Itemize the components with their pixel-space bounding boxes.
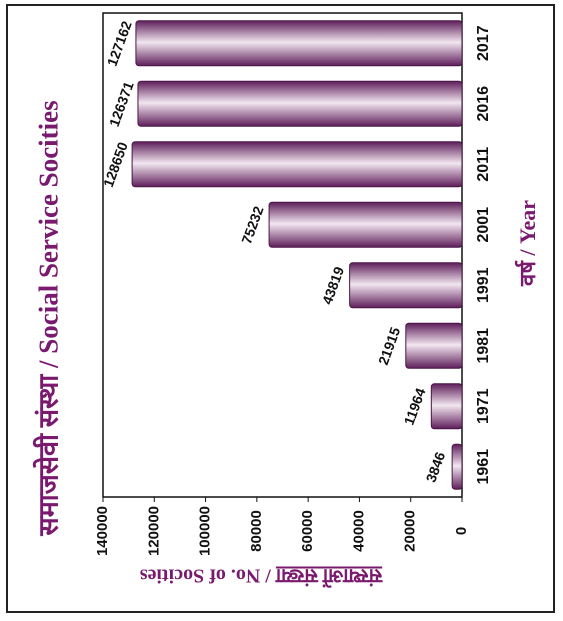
bar-2001 bbox=[268, 201, 463, 248]
category-label-1981: 1981 bbox=[475, 328, 492, 364]
tick-label-120000: 120000 bbox=[145, 506, 162, 556]
tick-label-40000: 40000 bbox=[350, 510, 367, 552]
tick-label-140000: 140000 bbox=[94, 506, 111, 556]
category-label-2001: 2001 bbox=[475, 207, 492, 243]
bar-2011 bbox=[131, 141, 463, 188]
bar-1971 bbox=[430, 383, 463, 430]
bar-2016 bbox=[137, 80, 463, 127]
category-label-1971: 1971 bbox=[475, 388, 492, 424]
tick-label-60000: 60000 bbox=[299, 510, 316, 552]
tick-label-0: 0 bbox=[453, 527, 470, 535]
bar-2017 bbox=[135, 20, 463, 67]
tick-label-80000: 80000 bbox=[248, 510, 265, 552]
category-label-1991: 1991 bbox=[475, 267, 492, 303]
category-label-2017: 2017 bbox=[475, 25, 492, 61]
tick-label-20000: 20000 bbox=[402, 510, 419, 552]
chart-frame bbox=[6, 4, 555, 613]
bar-1991 bbox=[349, 262, 463, 309]
category-label-2016: 2016 bbox=[475, 86, 492, 122]
value-axis-ticks: 0 20000 40000 60000 80000 100000 120000 140000 bbox=[94, 497, 470, 556]
tick-label-100000: 100000 bbox=[197, 506, 214, 556]
bar-1961 bbox=[451, 443, 463, 490]
category-labels: 1961 1971 1981 1991 2001 2011 2016 2017 bbox=[475, 25, 492, 484]
category-label-2011: 2011 bbox=[475, 147, 492, 182]
category-label-1961: 1961 bbox=[475, 449, 492, 485]
bar-1981 bbox=[405, 322, 463, 369]
